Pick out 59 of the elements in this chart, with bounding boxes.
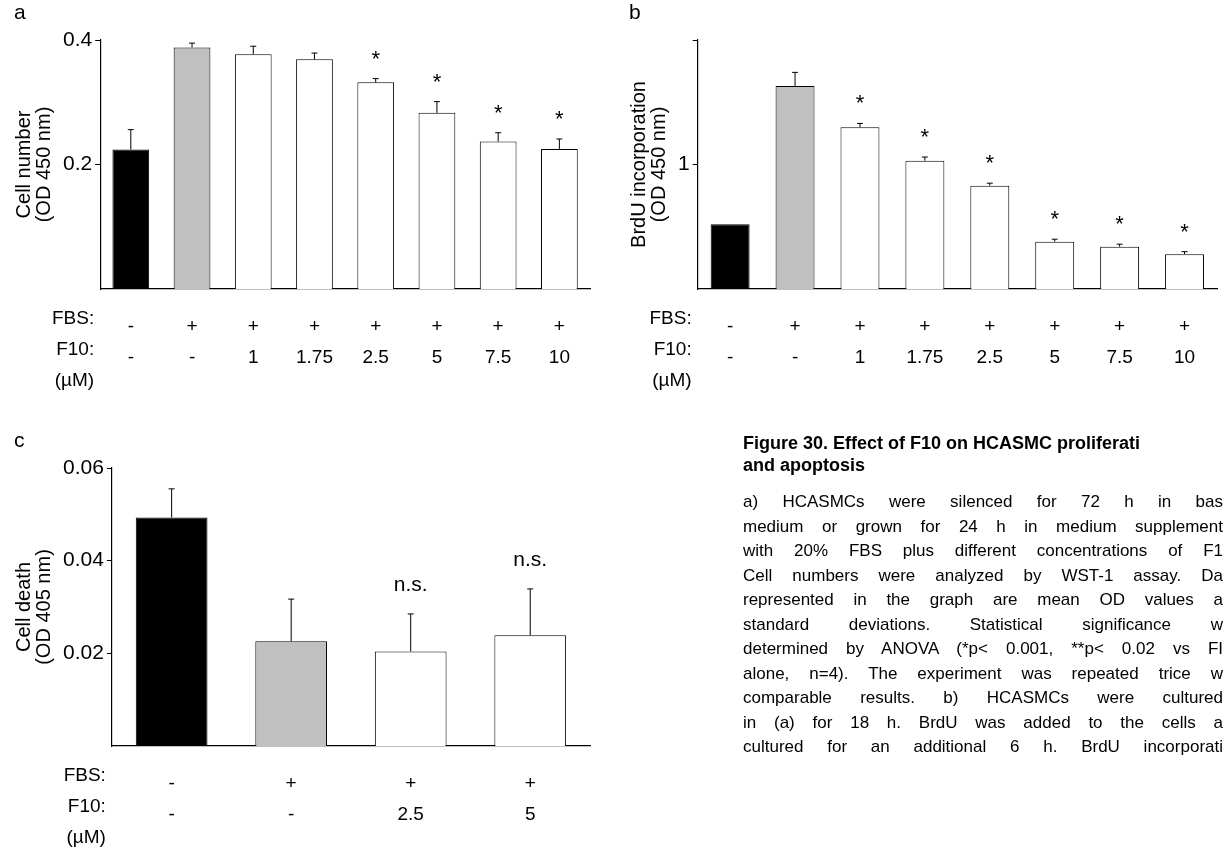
text: with 20% FBS plus different concentrations of F1 — [743, 540, 1223, 562]
text: standard deviations. Statistical significance w — [743, 613, 1223, 636]
text: Figure 30. Effect of F10 on HCASMC proliferati and apoptosis — [743, 432, 1142, 476]
text: medium or grown for 24 h in medium supplement — [743, 515, 1223, 538]
x-tick-label: + - — [789, 314, 801, 367]
text: cultured for an additional 6 h. BrdU incorporati — [743, 736, 1223, 758]
x-tick-label: + 2.5 — [362, 314, 389, 367]
x-tick-label: + - — [285, 771, 297, 824]
data-label: * — [920, 124, 930, 150]
data-label: * — [493, 99, 503, 125]
data-label: n.s. — [393, 572, 428, 596]
text: determined by ANOVA (*p< 0.001, **p< 0.02 vs FI — [743, 638, 1223, 660]
x-tick-label: + 2.5 — [976, 314, 1004, 367]
y-axis-title: BrdU incorporation (OD 450 nm) — [626, 81, 669, 248]
y-tick-label: 0.4 — [62, 26, 93, 50]
x-axis-title: FBS: F10: (µM) — [649, 306, 692, 390]
x-tick-label: + 5 — [524, 771, 536, 824]
x-tick-label: + 1.75 — [295, 314, 333, 367]
y-tick-label: 0.04 — [63, 547, 105, 571]
text: alone, n=4). The experiment was repeated trice w — [743, 662, 1223, 685]
x-tick-label: + 10 — [1173, 314, 1196, 367]
data-label: * — [1050, 206, 1060, 232]
x-tick-label: - - — [168, 771, 175, 824]
chart-title: a — [14, 0, 26, 24]
x-tick-label: - - — [127, 314, 134, 367]
x-tick-label: - - — [726, 314, 734, 367]
data-label: * — [371, 45, 381, 71]
x-tick-label: + 1.75 — [906, 314, 944, 367]
x-tick-label: + - — [186, 314, 198, 367]
x-axis-title: FBS: F10: (µM) — [51, 306, 95, 390]
x-tick-label: + 5 — [431, 314, 443, 367]
y-axis-title: Cell death (OD 405 nm) — [11, 549, 54, 665]
y-axis-title: Cell number (OD 450 nm) — [11, 106, 54, 223]
data-label: * — [855, 90, 865, 116]
data-label: * — [555, 106, 565, 132]
x-axis-title: FBS: F10: (µM) — [63, 763, 106, 847]
y-tick-label: 0.06 — [63, 454, 104, 478]
x-tick-label: + 1 — [247, 314, 259, 367]
data-label: n.s. — [513, 547, 548, 571]
x-tick-label: + 2.5 — [397, 771, 424, 824]
data-label: * — [432, 68, 442, 94]
x-tick-label: + 10 — [548, 314, 570, 367]
x-tick-label: + 1 — [854, 314, 866, 367]
x-tick-label: + 5 — [1049, 314, 1061, 367]
text: represented in the graph are mean OD values a — [743, 589, 1223, 611]
text: in (a) for 18 h. BrdU was added to the cells a — [743, 711, 1223, 734]
y-tick-label: 1 — [677, 151, 690, 175]
y-tick-label: 0.2 — [62, 151, 93, 175]
chart-title: c — [14, 428, 25, 452]
text: a) HCASMCs were silenced for 72 h in bas — [743, 491, 1223, 513]
data-label: * — [985, 150, 995, 176]
y-tick-label: 0.02 — [63, 640, 104, 664]
chart-title: b — [629, 0, 641, 24]
text: comparable results. b) HCASMCs were cultured — [743, 687, 1223, 709]
text: Cell numbers were analyzed by WST-1 assay. Da — [743, 564, 1223, 587]
data-label: * — [1115, 211, 1125, 237]
x-tick-label: + 7.5 — [484, 314, 512, 367]
data-label: * — [1180, 218, 1190, 244]
x-tick-label: + 7.5 — [1106, 314, 1133, 367]
